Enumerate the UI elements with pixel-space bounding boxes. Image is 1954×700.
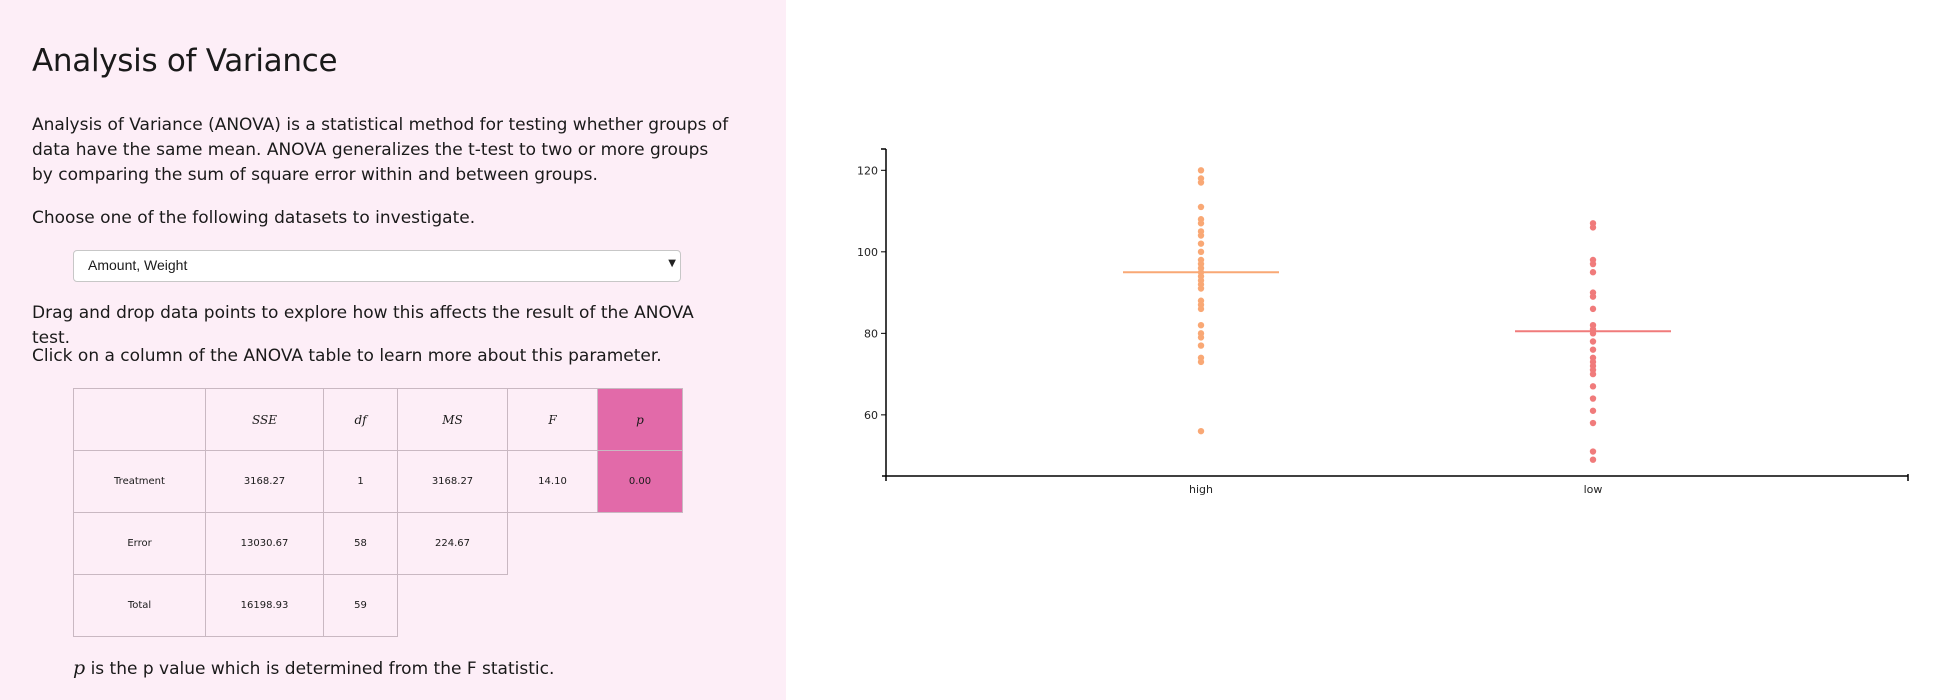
p-symbol: p [73,657,86,679]
page-title: Analysis of Variance [32,43,338,79]
table-header-row: SSE df MS F p [73,388,683,451]
data-point [1197,358,1205,366]
header-blank [73,388,206,451]
table-row-total: Total 16198.93 59 [73,574,683,637]
p-value-note: p is the p value which is determined fro… [73,656,554,682]
click-prompt: Click on a column of the ANOVA table to … [32,346,662,366]
cell-f[interactable]: 14.10 [507,450,598,513]
header-ms[interactable]: MS [397,388,508,451]
table-row-treatment: Treatment 3168.27 1 3168.27 14.10 0.00 [73,450,683,513]
data-point [1589,419,1597,427]
choose-dataset-prompt: Choose one of the following datasets to … [32,208,476,228]
empty-cell [598,513,683,575]
data-point [1589,448,1597,455]
data-point [1589,383,1597,390]
data-point [1197,342,1205,349]
empty-cell [398,575,508,637]
cell-df[interactable]: 58 [323,512,398,575]
chevron-down-icon: ▼ [668,258,676,269]
cell-p[interactable]: 0.00 [597,450,683,513]
cell-sse[interactable]: 3168.27 [205,450,324,513]
data-point [1197,334,1205,341]
data-point [1197,305,1205,313]
data-point [1197,285,1205,292]
data-point [1589,456,1597,463]
data-point [1589,338,1597,345]
header-sse[interactable]: SSE [205,388,324,451]
p-note-text: is the p value which is determined from … [85,659,555,679]
cell-sse[interactable]: 16198.93 [205,574,324,637]
data-point [1589,305,1597,313]
data-point [1197,179,1205,186]
drag-prompt: Drag and drop data points to explore how… [32,303,694,348]
table-row-error: Error 13030.67 58 224.67 [73,512,683,575]
cell-sse[interactable]: 13030.67 [205,512,324,575]
data-point [1197,248,1205,256]
header-p[interactable]: p [597,388,683,451]
header-df[interactable]: df [323,388,398,451]
y-tick-label: 100 [857,246,878,259]
data-point [1589,260,1597,268]
y-tick-label: 80 [864,327,878,340]
data-point [1197,427,1205,435]
anova-scatter-chart: 60 80 100 120 high low [857,148,1909,496]
data-point [1197,167,1205,174]
cell-df[interactable]: 59 [323,574,398,637]
header-f[interactable]: F [507,388,598,451]
data-point [1589,293,1597,300]
row-label: Total [73,574,206,637]
data-point [1197,203,1205,211]
data-point [1197,220,1205,227]
dataset-select[interactable]: Amount, Weight ▼ [73,250,681,282]
data-point [1589,224,1597,231]
row-label: Treatment [73,450,206,513]
x-tick-label: high [1189,483,1213,496]
empty-cell [598,575,683,637]
x-tick-label: low [1584,483,1603,496]
dataset-select-value: Amount, Weight [88,257,188,273]
cell-ms[interactable]: 224.67 [397,512,508,575]
row-label: Error [73,512,206,575]
data-point [1589,395,1597,402]
left-panel: Analysis of Variance Analysis of Varianc… [0,0,786,700]
empty-cell [508,513,598,575]
y-tick-label: 120 [857,164,878,177]
data-point [1589,370,1597,378]
data-point [1589,346,1597,353]
data-point [1589,269,1597,276]
data-point [1197,321,1205,329]
cell-ms[interactable]: 3168.27 [397,450,508,513]
data-point [1589,407,1597,414]
y-tick-label: 60 [864,409,878,422]
data-point [1197,232,1205,239]
cell-df[interactable]: 1 [323,450,398,513]
empty-cell [508,575,598,637]
intro-paragraph: Analysis of Variance (ANOVA) is a statis… [32,115,729,185]
anova-table: SSE df MS F p Treatment 3168.27 1 3168.2… [73,388,683,637]
data-point [1197,240,1205,247]
